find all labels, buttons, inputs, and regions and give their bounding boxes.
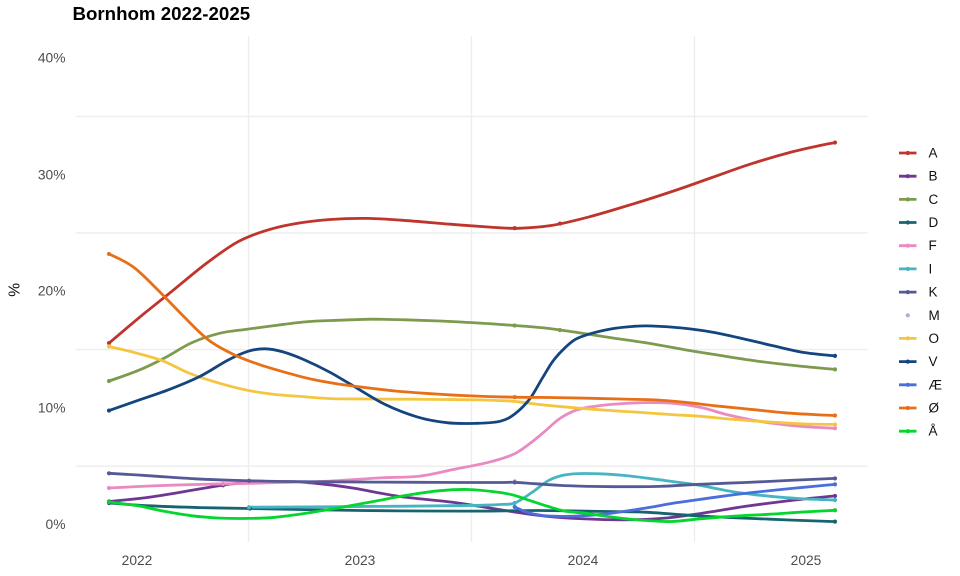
svg-text:30%: 30% bbox=[38, 168, 66, 183]
svg-text:2024: 2024 bbox=[568, 553, 599, 568]
svg-text:2023: 2023 bbox=[345, 553, 376, 568]
svg-text:Å: Å bbox=[929, 424, 938, 439]
svg-text:V: V bbox=[929, 354, 938, 369]
svg-text:A: A bbox=[929, 146, 938, 161]
svg-text:K: K bbox=[929, 285, 938, 300]
svg-text:20%: 20% bbox=[38, 284, 66, 299]
svg-text:10%: 10% bbox=[38, 400, 66, 415]
svg-text:2022: 2022 bbox=[122, 553, 153, 568]
svg-text:B: B bbox=[929, 169, 938, 184]
svg-text:F: F bbox=[929, 238, 937, 253]
svg-text:2025: 2025 bbox=[791, 553, 822, 568]
svg-text:O: O bbox=[929, 331, 940, 346]
svg-text:0%: 0% bbox=[46, 517, 66, 532]
svg-text:I: I bbox=[929, 261, 933, 276]
svg-text:Æ: Æ bbox=[929, 377, 943, 392]
svg-text:C: C bbox=[929, 192, 939, 207]
svg-text:M: M bbox=[929, 308, 940, 323]
svg-text:%: % bbox=[6, 283, 23, 297]
svg-text:Ø: Ø bbox=[929, 401, 940, 416]
svg-text:40%: 40% bbox=[38, 51, 66, 66]
svg-text:D: D bbox=[929, 215, 939, 230]
